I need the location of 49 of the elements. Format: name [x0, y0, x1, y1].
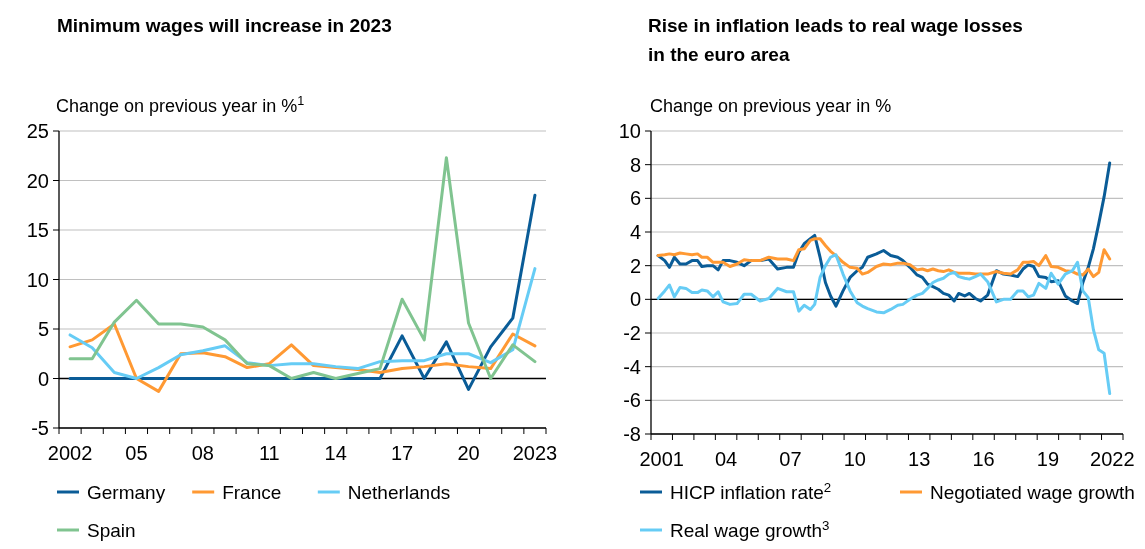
line-series	[656, 237, 1112, 279]
x-tick-label: 20	[457, 442, 480, 464]
x-tick-label: 07	[779, 448, 802, 470]
x-tick-label: 2022	[1090, 448, 1135, 470]
y-tick-label: 20	[26, 169, 49, 192]
y-tick-label: 10	[618, 120, 641, 142]
legend-label: Germany	[87, 481, 166, 503]
x-tick-label: 14	[324, 442, 347, 464]
x-tick-label: 08	[191, 442, 215, 464]
x-tick-label: 2001	[639, 448, 684, 470]
legend-label: France	[222, 481, 282, 503]
y-tick-label: 2	[629, 254, 641, 277]
x-tick-label: 05	[125, 442, 148, 464]
y-tick-label: 5	[37, 318, 49, 340]
chart-title: Rise in inflation leads to real wage losses in the euro area	[648, 15, 1023, 65]
y-tick-label: 8	[629, 153, 641, 176]
legend-label: Netherlands	[347, 481, 451, 503]
line-series	[68, 156, 537, 380]
y-tick-label: 0	[37, 367, 49, 390]
legend-label: Spain	[87, 519, 136, 541]
y-tick-label: 6	[629, 187, 641, 210]
legend-label: Negotiated wage growth	[930, 481, 1135, 503]
line-series	[656, 253, 1112, 396]
y-tick-label: 25	[26, 120, 49, 142]
x-tick-label: 11	[258, 442, 280, 464]
y-tick-label: -8	[623, 423, 641, 445]
y-axis-title: Change on previous year in %$^{1}$	[56, 94, 305, 116]
y-tick-label: 10	[26, 268, 49, 291]
y-tick-label: -2	[623, 322, 641, 344]
y-tick-label: -6	[623, 389, 641, 412]
y-tick-label: 4	[629, 221, 641, 243]
x-tick-label: 04	[714, 448, 738, 470]
y-tick-label: 15	[26, 219, 49, 241]
line-series	[68, 267, 537, 380]
x-tick-label: 13	[908, 448, 931, 470]
line-series	[68, 193, 537, 391]
x-tick-label: 17	[390, 442, 414, 464]
y-tick-label: 0	[629, 288, 641, 311]
x-tick-label: 2002	[47, 442, 93, 464]
legend-label: HICP inflation rate$^{2}$	[670, 479, 832, 503]
y-axis-title: Change on previous year in %	[650, 96, 892, 116]
y-tick-label: -4	[623, 355, 641, 378]
x-tick-label: 19	[1036, 448, 1060, 470]
chart-title: Minimum wages will increase in 2023	[57, 15, 392, 36]
legend-label: Real wage growth$^{3}$	[670, 517, 830, 541]
x-tick-label: 10	[843, 448, 866, 470]
y-tick-label: -5	[31, 417, 49, 439]
x-tick-label: 16	[972, 448, 995, 470]
x-tick-label: 2023	[512, 442, 558, 464]
